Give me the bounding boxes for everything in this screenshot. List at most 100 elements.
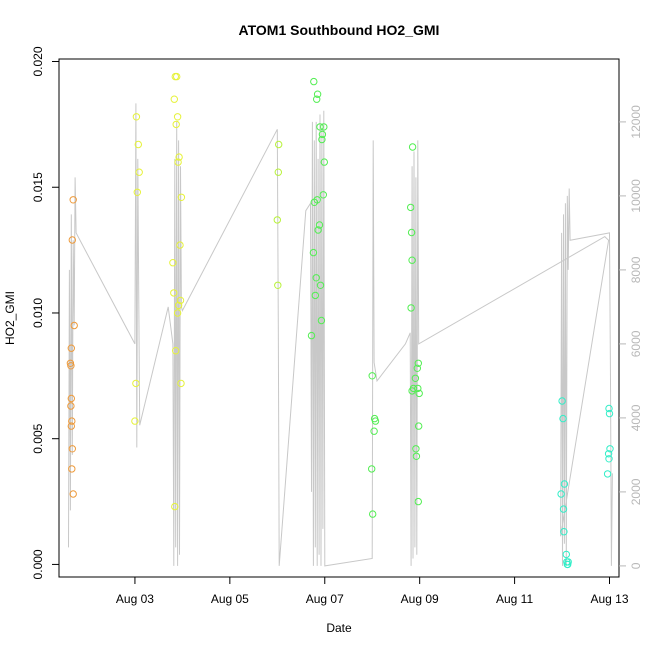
altitude-line-layer [68,103,613,567]
data-point [407,203,415,212]
data-point [173,309,182,317]
data-point [559,414,567,423]
data-point [560,480,569,488]
x-tick-label: Aug 03 [116,592,154,606]
data-point [559,505,568,513]
data-point [407,228,416,237]
data-point [604,450,613,458]
data-point [605,404,613,413]
data-point [173,72,181,81]
data-point [176,241,184,249]
data-point [313,90,322,98]
data-point [67,362,75,370]
x-axis: Aug 03 Aug 05 Aug 07 Aug 09 Aug 11 Aug 13 [116,577,629,606]
y-tick-label: 0.000 [31,549,45,579]
data-point [563,560,571,569]
data-point [68,465,76,473]
data-point [371,417,380,425]
y-right-tick-label: 4000 [629,404,643,431]
data-point [605,455,613,463]
data-point [415,389,423,398]
data-point [67,422,76,430]
data-point [171,502,179,511]
data-point [274,168,282,176]
data-point [68,445,77,453]
data-point [413,364,421,372]
data-point [172,347,180,355]
data-point [316,123,324,131]
data-point [412,452,421,460]
data-point [319,191,327,199]
series-cyan [557,397,614,569]
x-axis-label: Date [326,621,352,635]
data-point [557,490,565,498]
data-point [69,196,77,204]
data-point [274,281,282,289]
data-point [368,372,376,380]
x-tick-label: Aug 11 [496,592,533,606]
y-tick-label: 0.020 [31,46,45,76]
data-point [175,153,183,161]
plot-frame [58,58,620,578]
y-right-tick-label: 10000 [629,179,643,213]
data-point [368,465,376,473]
data-point [311,291,319,300]
data-point [132,113,141,121]
data-point [414,359,422,367]
y-right-tick-label: 0 [629,562,643,569]
y-axis-right: 0 2000 4000 6000 8000 10000 12000 [619,105,643,569]
altitude-line [68,103,613,567]
data-point [174,158,182,166]
data-point [370,427,378,435]
data-point [560,528,568,536]
y-tick-label: 0.015 [31,172,45,202]
data-point [415,422,423,430]
y-right-tick-label: 12000 [629,105,643,139]
data-point [68,417,76,425]
data-point [135,168,143,176]
data-point [172,120,180,129]
data-point [173,113,182,121]
data-point [316,281,325,289]
data-point [317,316,326,325]
data-point [603,470,612,478]
y-tick-label: 0.010 [31,298,45,328]
data-point [176,296,185,305]
data-point [177,193,186,202]
data-point [408,387,416,395]
data-point [67,394,76,403]
data-point [310,198,318,207]
data-point [412,445,420,453]
data-point [313,95,321,103]
series-orange [66,196,78,498]
y-tick-label: 0.005 [31,423,45,453]
data-point [310,77,318,86]
x-tick-label: Aug 07 [306,592,344,606]
data-point [558,397,566,405]
data-point [170,95,179,103]
data-point [408,143,417,151]
x-tick-label: Aug 09 [401,592,439,606]
data-point [408,256,416,264]
data-point [132,379,140,388]
y-right-tick-label: 6000 [629,330,643,357]
data-point [320,123,328,131]
data-point [318,130,327,139]
data-point [134,140,143,149]
data-point [309,248,318,257]
data-points-layer [66,72,614,569]
data-point [320,158,328,166]
data-point [414,497,422,506]
data-point [312,274,320,282]
data-point [275,140,283,149]
data-point [177,379,185,388]
y-right-tick-label: 2000 [629,478,643,505]
x-tick-label: Aug 05 [211,592,249,606]
y-right-tick-label: 8000 [629,256,643,283]
data-point [67,344,76,352]
data-point [307,331,316,340]
data-point [606,445,614,453]
data-point [133,188,142,197]
x-tick-label: Aug 13 [590,592,628,606]
